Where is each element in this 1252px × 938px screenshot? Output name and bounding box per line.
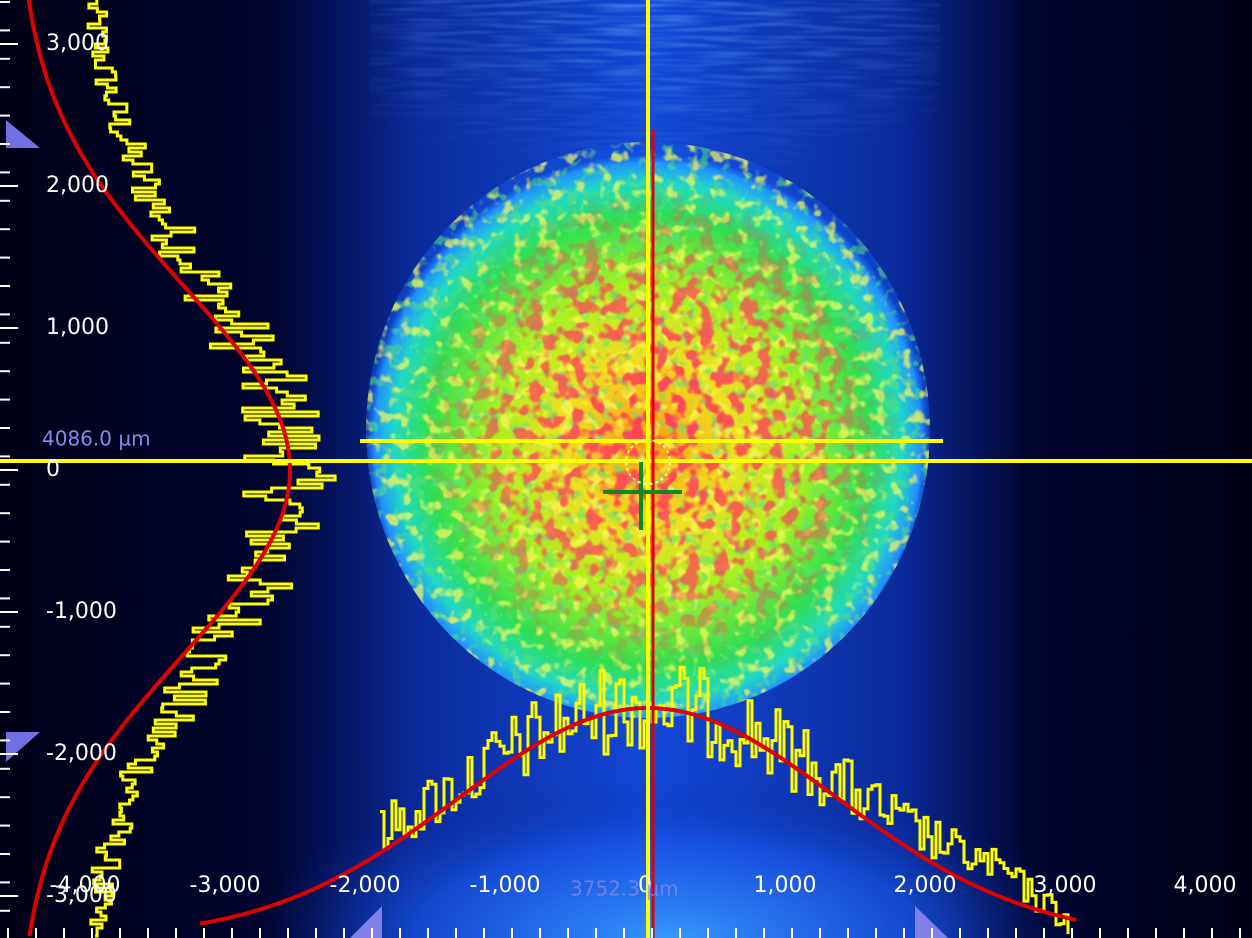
y-profile-fit xyxy=(26,0,293,937)
x-tick-label: 4,000 xyxy=(1174,873,1237,898)
y-tick-label: -1,000 xyxy=(46,599,117,624)
y-tick-label: 0 xyxy=(46,457,60,482)
cursor-marker[interactable] xyxy=(350,906,382,938)
cursor-marker[interactable] xyxy=(6,120,40,148)
y-tick-label: -2,000 xyxy=(46,741,117,766)
y-width-readout: 4086.0 µm xyxy=(42,427,151,451)
y-profile-measured xyxy=(86,0,337,938)
x-tick-label: -1,000 xyxy=(470,873,541,898)
x-profile-fit xyxy=(199,705,1077,926)
x-tick-label: 2,000 xyxy=(894,873,957,898)
y-tick-label: -3,000 xyxy=(46,883,117,908)
x-tick-label: -3,000 xyxy=(190,873,261,898)
x-tick-label: -4,000 xyxy=(50,873,121,898)
x-tick-label: 0 xyxy=(638,873,652,898)
cursor-marker[interactable] xyxy=(915,906,948,938)
centroid-ring xyxy=(625,439,671,485)
x-tick-label: -2,000 xyxy=(330,873,401,898)
y-tick-label: 3,000 xyxy=(46,31,109,56)
x-tick-label: 1,000 xyxy=(754,873,817,898)
y-tick-label: 1,000 xyxy=(46,315,109,340)
profiles xyxy=(26,0,1077,938)
x-width-readout: 3752.3 µm xyxy=(570,877,679,901)
x-profile-measured xyxy=(380,665,1070,935)
y-tick-label: 2,000 xyxy=(46,173,109,198)
x-tick-label: 3,000 xyxy=(1034,873,1097,898)
